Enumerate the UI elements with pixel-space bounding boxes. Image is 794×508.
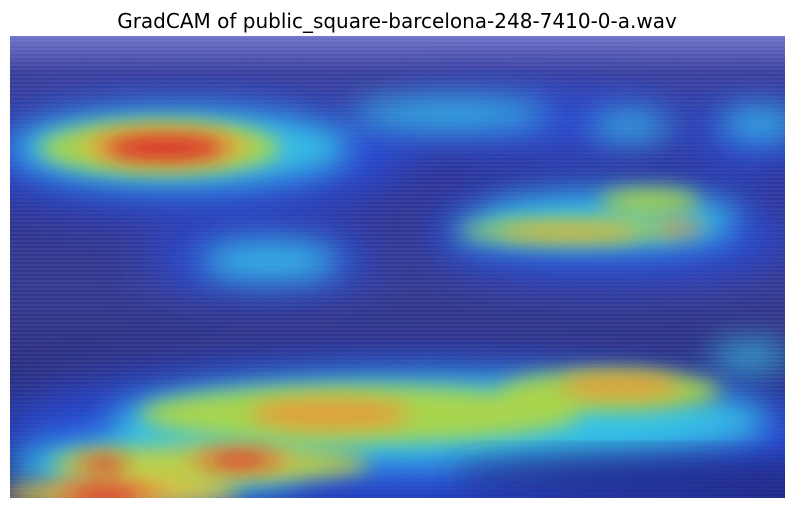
gradcam-heatmap-image: [10, 36, 785, 498]
figure-title: GradCAM of public_square-barcelona-248-7…: [117, 9, 677, 33]
